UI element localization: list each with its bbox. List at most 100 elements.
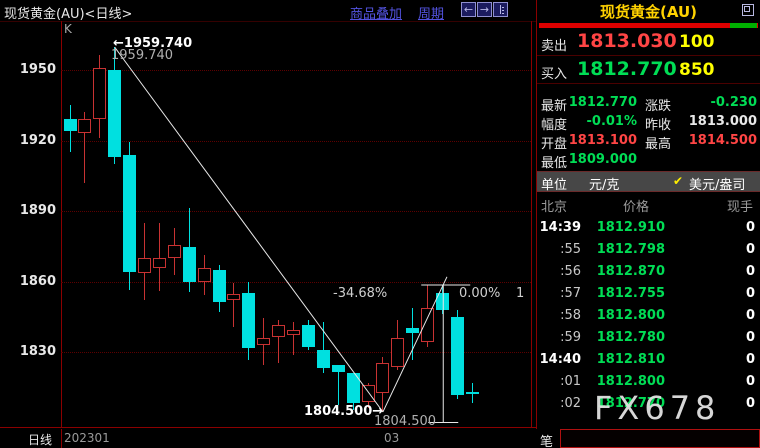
sell-volume: 100 [679,32,715,52]
chart-titlebar: 现货黄金(AU)<日线> 商品叠加 周期 ← → [0,0,536,22]
candle-body [138,258,151,273]
candle-body [450,316,464,395]
tick-row: :58 1812.800 0 [537,305,760,327]
panel-bottom-bar: 笔 [536,429,760,448]
plot-bottom-border [0,427,536,428]
x-tick-202301: 202301 [64,431,110,445]
x-tick-03: 03 [384,431,400,445]
forward-arrow-icon[interactable]: → [477,2,492,17]
tick-volume: 0 [745,308,755,323]
tick-price: 1812.780 [596,330,665,345]
stat-row: 最新 1812.770 涨跌 -0.230 [537,93,760,114]
back-arrow-icon[interactable]: ← [461,2,476,17]
candle-body [257,337,271,345]
stat-value: 1809.000 [568,152,637,167]
tick-time: 14:40 [539,352,581,367]
sell-label: 卖出 [541,39,568,54]
tick-row: 14:39 1812.910 0 [537,217,760,239]
col-lots: 现手 [727,200,754,215]
candle-wick [293,321,294,355]
tab-bi[interactable]: 笔 [540,435,554,448]
y-tick-1950: 1950 [19,62,56,77]
candle-body [331,364,345,372]
candle-body [316,349,330,368]
stat-value: 1814.500 [688,133,757,148]
chart-annotation: 1959.740 [111,48,174,63]
plot-top-border [0,21,536,22]
stat-label: 幅度 [541,118,568,133]
y-tick-1860: 1860 [19,273,56,289]
stat-row: 幅度 -0.01% 昨收 1813.000 [537,112,760,133]
tick-volume: 0 [745,374,755,389]
y-tick-1890: 1890 [19,203,56,218]
titlebar-icon-group: ← → [461,2,508,17]
candle-body [63,119,77,132]
candle-body [346,372,360,403]
candle-body [212,270,226,302]
instrument-title: 现货黄金(AU) [599,3,698,21]
tick-price: 1812.755 [596,286,665,301]
stat-value: -0.230 [710,95,757,110]
candle-body [465,391,479,395]
tick-row: :56 1812.870 0 [537,261,760,283]
split-window-icon[interactable] [493,2,508,17]
candle-body [301,325,315,348]
check-icon: ✔ [673,174,684,188]
period-label: 日线 [28,433,53,447]
tick-price: 1812.870 [596,264,665,279]
tick-row: :57 1812.755 0 [537,283,760,305]
candle-wick [158,222,160,291]
tick-volume: 0 [745,220,755,235]
buy-label: 买入 [541,67,568,82]
period-link[interactable]: 周期 [418,7,445,22]
candle-body [391,337,405,367]
unit-option-usd-oz[interactable]: 美元/盎司 [689,178,746,193]
plot-left-border [61,21,62,428]
tick-time: :56 [560,264,581,279]
candle-body [78,119,92,134]
restore-window-icon[interactable] [742,4,754,16]
candle-body [361,384,375,403]
tick-time: :02 [560,396,581,411]
tick-price: 1812.770 [596,396,665,411]
gridline-1920 [61,140,531,142]
tick-row: :59 1812.780 0 [537,327,760,349]
stat-value: 1813.100 [568,133,637,148]
candle-body [421,308,435,342]
candle-body [167,245,181,258]
buy-volume: 850 [679,60,715,80]
tick-volume: 0 [745,264,755,279]
candle-body [287,329,300,336]
unit-label: 单位 [541,178,568,193]
stat-label: 昨收 [645,118,672,133]
stat-row: 最低 1809.000 [537,150,760,171]
overlay-commodity-link[interactable]: 商品叠加 [350,7,403,22]
unit-option-cny-gram[interactable]: 元/克 [589,178,620,193]
candlestick-chart[interactable]: K 1950 1920 1890 1860 1830 ←1959.740 1959.740 -… [0,21,536,429]
candle-body [152,258,166,269]
candle-body [123,155,137,273]
y-tick-1920: 1920 [19,132,56,148]
tick-time: 14:39 [539,220,581,235]
chart-title: 现货黄金(AU)<日线> [4,7,133,22]
tick-time: :57 [560,286,581,301]
chart-annotation: 1 [516,286,525,301]
tick-time: :59 [560,330,581,345]
candle-wick [233,282,235,328]
chart-annotation: ←1959.740 [113,36,193,51]
chart-annotation: 0.00% [459,286,501,301]
candle-body [182,247,196,282]
stat-row: 开盘 1813.100 最高 1814.500 [537,131,760,152]
quote-panel: 现货黄金(AU) 卖出 1813.030 100 买入 1812.770 850… [536,0,760,448]
tick-volume: 0 [745,286,755,301]
sell-price: 1813.030 [577,30,677,52]
buy-sell-ratio-bar [539,23,758,28]
sell-quote-row: 卖出 1813.030 100 [537,29,760,56]
tick-row: :02 1812.770 0 [537,393,760,415]
stat-value: 1812.770 [568,95,637,110]
chart-annotation: 1804.500→ [304,404,384,419]
candle-wick [84,112,86,183]
stat-label: 最低 [541,156,568,171]
chart-annotation: -34.68% [333,286,388,301]
